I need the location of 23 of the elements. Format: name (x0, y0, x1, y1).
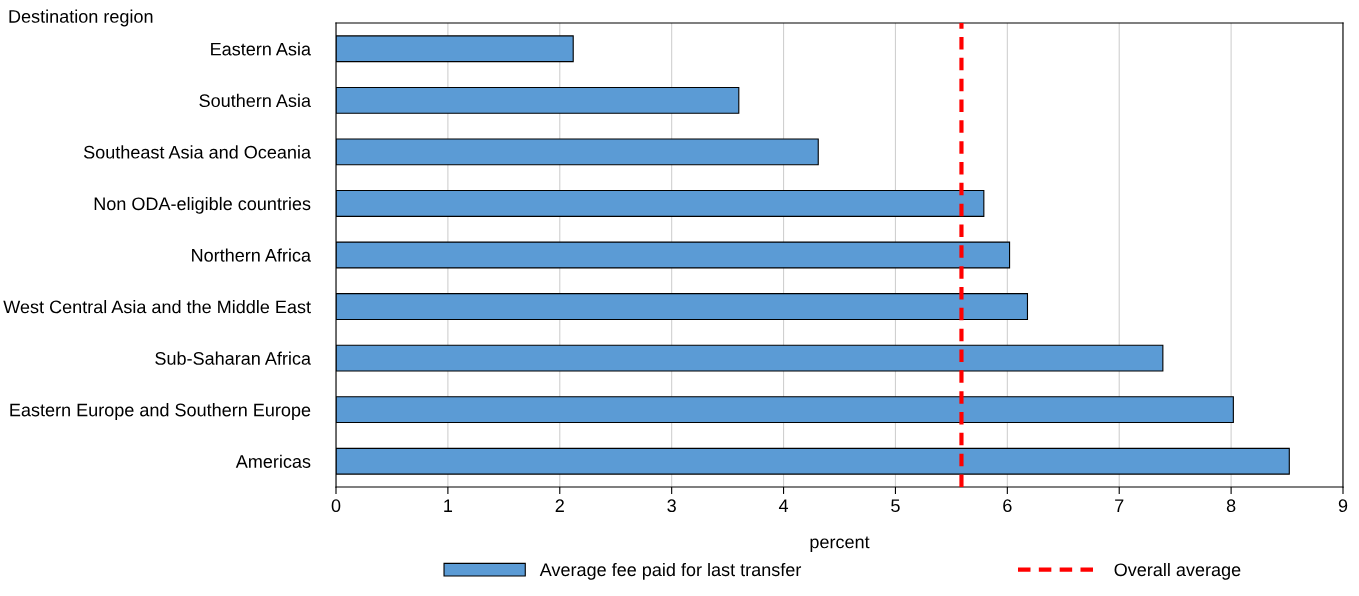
x-tick-label: 6 (1003, 499, 1012, 513)
x-tick-label: 2 (555, 499, 564, 512)
y-tick-label: Eastern Asia (211, 42, 311, 56)
x-tick-label: 3 (667, 499, 676, 513)
y-tick-label: Southern Asia (199, 93, 311, 108)
x-tick-label: 5 (891, 499, 900, 513)
x-tick-label: 0 (331, 499, 341, 513)
y-tick-label: Eastern Europe and Southern Europe (10, 403, 311, 420)
x-tick-label: 1 (444, 499, 453, 512)
y-tick-label: Americas (235, 454, 311, 468)
x-tick-label: 9 (1338, 499, 1348, 513)
x-tick-label: 8 (1226, 499, 1236, 513)
y-axis-title: Destination region (9, 9, 153, 27)
y-tick-label: West Central Asia and the Middle East (3, 300, 311, 314)
y-tick-label: Non ODA-eligible countries (94, 196, 311, 214)
x-tick-label: 4 (778, 499, 789, 512)
y-tick-label: Southeast Asia and Oceania (83, 145, 312, 159)
y-tick-label: Northern Africa (192, 248, 312, 262)
legend-label: Overall average (1114, 562, 1241, 580)
legend-label: Average fee paid for last transfer (539, 562, 802, 580)
x-axis-title: percent (810, 536, 870, 552)
x-tick-label: 7 (1115, 499, 1124, 512)
y-tick-label: Sub-Saharan Africa (155, 351, 312, 365)
